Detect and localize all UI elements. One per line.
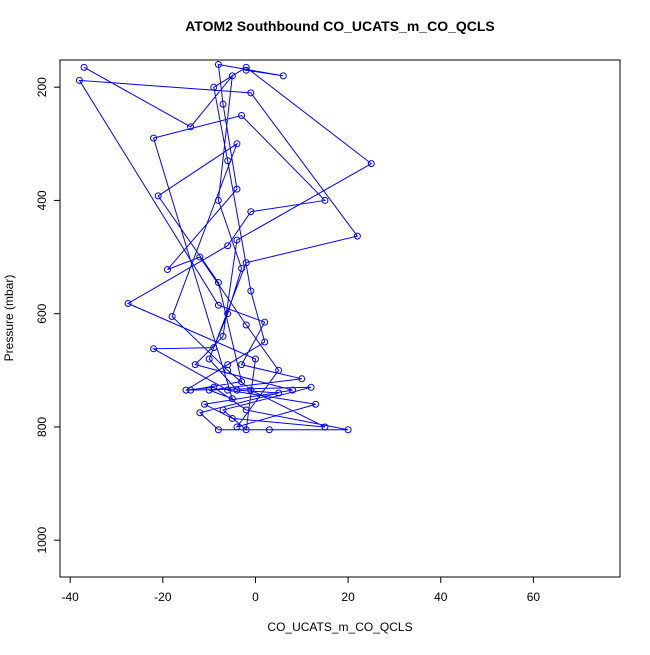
data-point [224, 366, 232, 374]
x-axis-label: CO_UCATS_m_CO_QCLS [267, 620, 412, 634]
data-point [275, 389, 283, 397]
data-point [247, 208, 255, 216]
data-point [214, 426, 222, 434]
y-axis-label: Pressure (mbar) [2, 275, 16, 362]
data-point [247, 287, 255, 295]
data-point [242, 406, 250, 414]
data-point [224, 386, 232, 394]
data-point [242, 63, 250, 71]
data-point [233, 386, 241, 394]
data-point [187, 386, 195, 394]
data-point [233, 185, 241, 193]
data-point [321, 423, 329, 431]
data-point [75, 76, 83, 84]
data-point [219, 406, 227, 414]
data-point [168, 313, 176, 321]
x-tick-label: 0 [252, 590, 259, 604]
x-tick-label: -20 [154, 590, 172, 604]
data-point [298, 375, 306, 383]
data-point [233, 423, 241, 431]
data-point [367, 160, 375, 168]
y-tick-label: 800 [35, 417, 49, 437]
data-point [228, 72, 236, 80]
data-point [210, 83, 218, 91]
plot-area [75, 61, 375, 434]
data-point [344, 426, 352, 434]
data-point [205, 355, 213, 363]
data-point [279, 72, 287, 80]
y-tick-label: 600 [35, 303, 49, 323]
plot-frame [59, 59, 621, 578]
data-point [353, 232, 361, 240]
data-point [214, 301, 222, 309]
data-line [78, 63, 373, 431]
data-point [163, 266, 171, 274]
data-point [150, 345, 158, 353]
data-point [242, 66, 250, 74]
data-point [224, 242, 232, 250]
data-point [210, 344, 218, 352]
data-point [307, 383, 315, 391]
y-tick-label: 400 [35, 190, 49, 210]
data-point [201, 400, 209, 408]
data-point [80, 63, 88, 71]
data-point [247, 89, 255, 97]
chart-title: ATOM2 Southbound CO_UCATS_m_CO_QCLS [185, 18, 495, 34]
data-point [242, 426, 250, 434]
data-point [261, 338, 269, 346]
data-point [214, 279, 222, 287]
data-point [196, 409, 204, 417]
data-point [228, 414, 236, 422]
data-point [289, 386, 297, 394]
data-point [312, 400, 320, 408]
data-point [191, 361, 199, 369]
data-point [154, 192, 162, 200]
data-point [196, 253, 204, 261]
data-point [219, 100, 227, 108]
x-tick-label: 20 [341, 590, 355, 604]
data-point [150, 134, 158, 142]
data-point [205, 386, 213, 394]
data-point [265, 426, 273, 434]
x-tick-label: 40 [434, 590, 448, 604]
data-point [238, 378, 246, 386]
data-point [228, 395, 236, 403]
data-point [242, 259, 250, 267]
data-point [233, 140, 241, 148]
y-tick-label: 1000 [35, 527, 49, 554]
data-point [261, 318, 269, 326]
data-point [124, 299, 132, 307]
data-point [242, 321, 250, 329]
x-tick-label: -40 [62, 590, 80, 604]
data-point [233, 236, 241, 244]
data-point [247, 386, 255, 394]
data-point [321, 196, 329, 204]
data-point [224, 157, 232, 165]
y-tick-label: 200 [35, 77, 49, 97]
data-point [214, 196, 222, 204]
data-point [275, 366, 283, 374]
data-point [182, 386, 190, 394]
data-point [238, 111, 246, 119]
x-tick-label: 60 [527, 590, 541, 604]
data-point [219, 332, 227, 340]
data-point [224, 310, 232, 318]
data-point [214, 61, 222, 69]
data-point [251, 355, 259, 363]
data-point [238, 264, 246, 272]
data-point [187, 123, 195, 131]
data-point [238, 361, 246, 369]
